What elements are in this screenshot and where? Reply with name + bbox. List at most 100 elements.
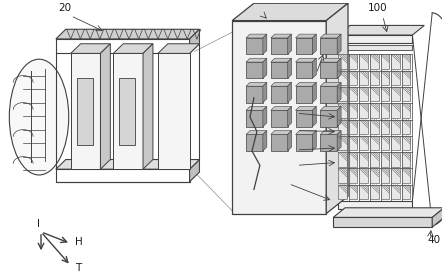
Polygon shape xyxy=(349,71,357,85)
Polygon shape xyxy=(370,169,379,183)
Text: T: T xyxy=(75,262,81,273)
Text: I: I xyxy=(36,219,40,229)
Polygon shape xyxy=(349,152,357,167)
Polygon shape xyxy=(349,169,357,183)
Polygon shape xyxy=(246,38,263,54)
Polygon shape xyxy=(246,82,267,86)
Polygon shape xyxy=(337,131,341,151)
Polygon shape xyxy=(360,169,368,183)
Polygon shape xyxy=(246,107,267,110)
Polygon shape xyxy=(271,38,287,54)
Polygon shape xyxy=(271,107,291,110)
Text: 30: 30 xyxy=(271,172,285,182)
Polygon shape xyxy=(360,185,368,199)
Polygon shape xyxy=(246,135,263,151)
Polygon shape xyxy=(320,38,337,54)
Polygon shape xyxy=(119,78,135,145)
Polygon shape xyxy=(246,58,267,62)
Polygon shape xyxy=(295,62,312,78)
Polygon shape xyxy=(338,169,347,183)
Polygon shape xyxy=(338,54,347,69)
Polygon shape xyxy=(320,62,337,78)
Polygon shape xyxy=(370,136,379,150)
Polygon shape xyxy=(287,82,291,103)
Polygon shape xyxy=(338,185,347,199)
Polygon shape xyxy=(337,58,341,78)
Polygon shape xyxy=(402,103,410,118)
Polygon shape xyxy=(287,58,291,78)
Text: 20: 20 xyxy=(58,3,71,13)
Polygon shape xyxy=(232,21,326,213)
Text: 100: 100 xyxy=(368,3,388,13)
Polygon shape xyxy=(71,53,101,169)
Polygon shape xyxy=(246,86,263,103)
Polygon shape xyxy=(263,58,267,78)
Polygon shape xyxy=(380,103,389,118)
Polygon shape xyxy=(349,185,357,199)
Polygon shape xyxy=(380,169,389,183)
Polygon shape xyxy=(295,107,316,110)
Polygon shape xyxy=(158,44,199,53)
Polygon shape xyxy=(391,87,400,101)
Polygon shape xyxy=(320,131,341,135)
Polygon shape xyxy=(295,86,312,103)
Polygon shape xyxy=(326,3,348,213)
Polygon shape xyxy=(370,152,379,167)
Polygon shape xyxy=(190,159,199,182)
Polygon shape xyxy=(349,87,357,101)
Polygon shape xyxy=(295,110,312,127)
Polygon shape xyxy=(287,107,291,127)
Polygon shape xyxy=(158,53,190,169)
Polygon shape xyxy=(380,87,389,101)
Polygon shape xyxy=(338,25,424,35)
Polygon shape xyxy=(295,38,312,54)
Polygon shape xyxy=(320,135,337,151)
Polygon shape xyxy=(263,131,267,151)
Polygon shape xyxy=(320,34,341,38)
Polygon shape xyxy=(312,82,316,103)
Polygon shape xyxy=(391,103,400,118)
Polygon shape xyxy=(320,86,337,103)
Polygon shape xyxy=(271,131,291,135)
Polygon shape xyxy=(113,53,143,169)
Polygon shape xyxy=(360,103,368,118)
Polygon shape xyxy=(360,71,368,85)
Polygon shape xyxy=(380,54,389,69)
Polygon shape xyxy=(391,152,400,167)
Polygon shape xyxy=(370,185,379,199)
Polygon shape xyxy=(391,136,400,150)
Polygon shape xyxy=(271,34,291,38)
Polygon shape xyxy=(271,62,287,78)
Polygon shape xyxy=(271,82,291,86)
Polygon shape xyxy=(349,103,357,118)
Polygon shape xyxy=(360,136,368,150)
Text: 62: 62 xyxy=(281,153,295,164)
Text: 60: 60 xyxy=(281,138,295,148)
Polygon shape xyxy=(370,103,379,118)
Polygon shape xyxy=(349,136,357,150)
Polygon shape xyxy=(246,110,263,127)
Polygon shape xyxy=(312,58,316,78)
Polygon shape xyxy=(360,87,368,101)
Polygon shape xyxy=(263,82,267,103)
Polygon shape xyxy=(320,82,341,86)
Polygon shape xyxy=(370,54,379,69)
Polygon shape xyxy=(402,119,410,134)
Polygon shape xyxy=(263,34,267,54)
Polygon shape xyxy=(338,71,347,85)
Polygon shape xyxy=(287,34,291,54)
Polygon shape xyxy=(246,34,267,38)
Polygon shape xyxy=(56,29,199,39)
Polygon shape xyxy=(287,131,291,151)
Polygon shape xyxy=(320,110,337,127)
Polygon shape xyxy=(349,119,357,134)
Polygon shape xyxy=(101,44,110,169)
Polygon shape xyxy=(402,169,410,183)
Text: 210: 210 xyxy=(308,68,328,78)
Text: 50: 50 xyxy=(281,101,295,111)
Polygon shape xyxy=(271,110,287,127)
Polygon shape xyxy=(312,107,316,127)
Polygon shape xyxy=(246,62,263,78)
Text: 65: 65 xyxy=(281,119,295,129)
Polygon shape xyxy=(320,107,341,110)
